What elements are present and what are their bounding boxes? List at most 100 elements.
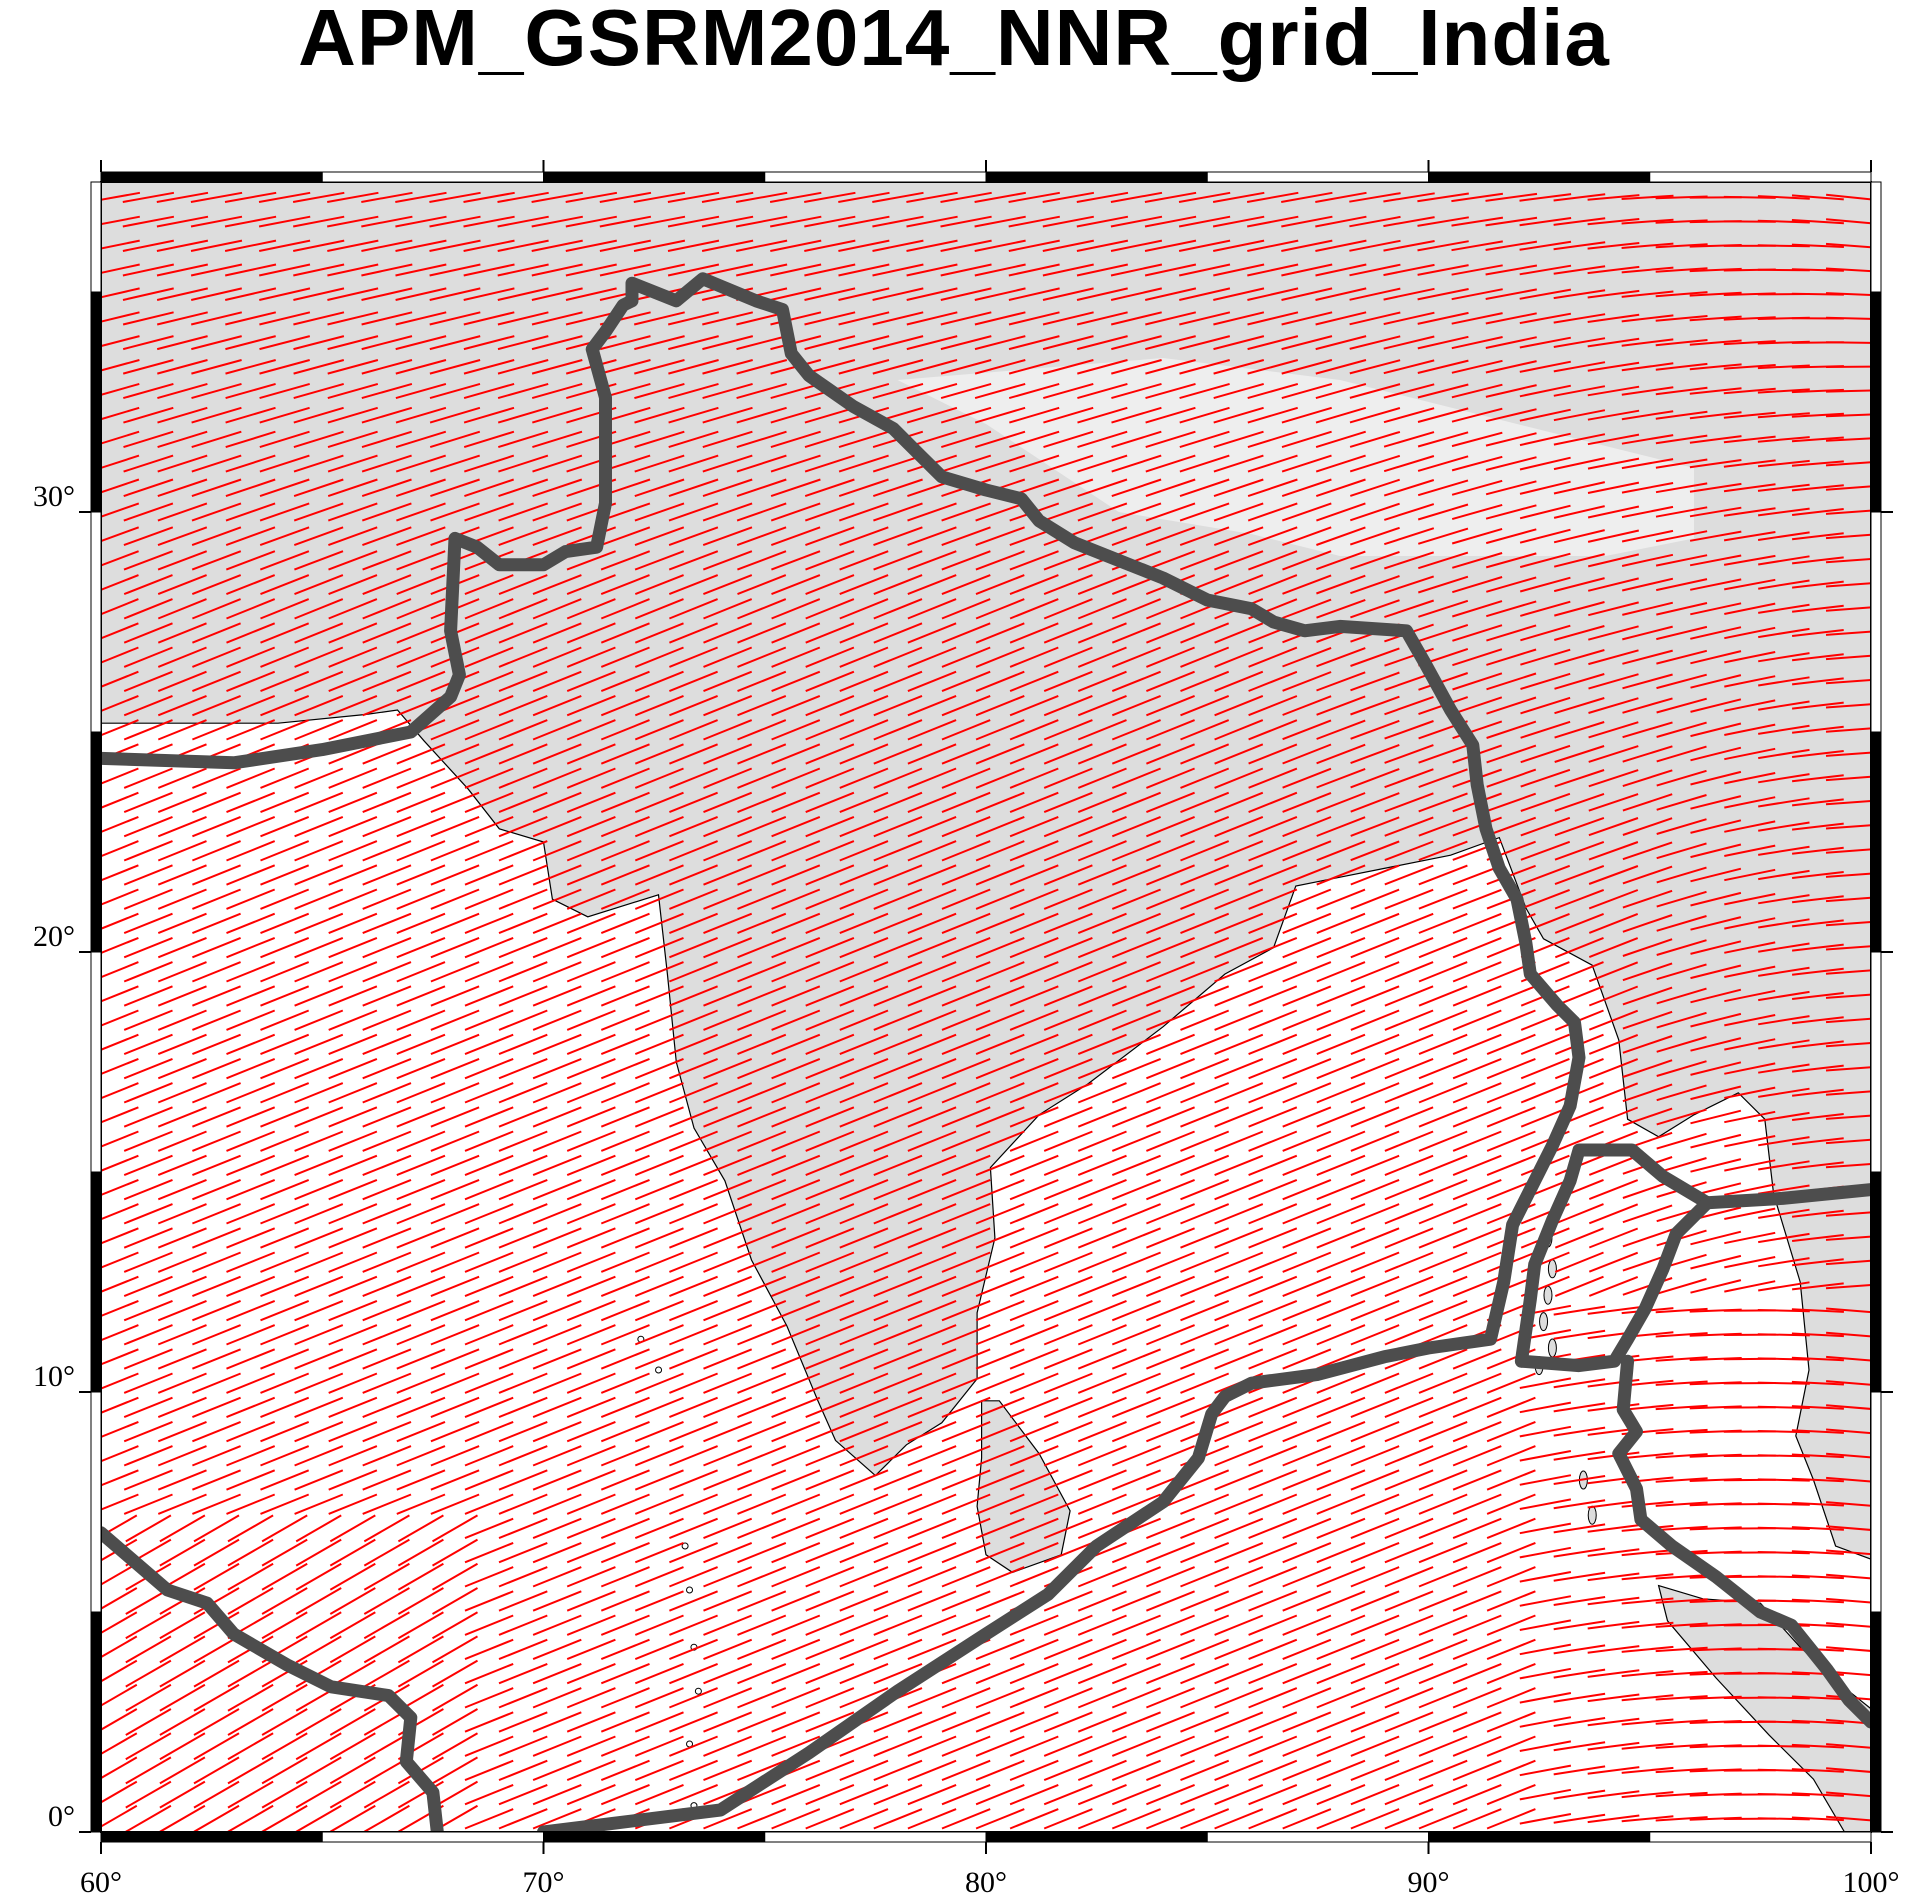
strain-axis <box>1111 1445 1161 1467</box>
strain-axis <box>702 430 753 449</box>
strain-axis <box>464 1566 514 1588</box>
strain-axis <box>805 1324 855 1346</box>
strain-axis <box>1384 1662 1434 1685</box>
strain-axis <box>1588 625 1639 641</box>
strain-axis <box>1214 694 1264 717</box>
strain-axis <box>634 406 685 424</box>
strain-axis <box>123 670 173 693</box>
strain-axis <box>873 1469 923 1491</box>
strain-axis <box>157 382 208 400</box>
strain-axis <box>1316 1662 1366 1685</box>
strain-axis <box>192 1082 241 1104</box>
strain-axis <box>532 622 582 644</box>
strain-axis <box>498 1299 548 1322</box>
strain-axis <box>396 936 446 959</box>
strain-axis <box>1350 1493 1400 1515</box>
strain-axis <box>1689 267 1742 273</box>
strain-axis <box>328 936 378 959</box>
island-andaman <box>1543 1285 1553 1305</box>
strain-axis <box>975 985 1025 1007</box>
strain-axis <box>1282 743 1332 765</box>
strain-axis <box>396 1057 446 1080</box>
strain-axis <box>1724 1159 1776 1172</box>
strain-axis <box>600 1711 650 1733</box>
strain-axis <box>1350 1469 1400 1491</box>
strain-axis <box>1383 192 1435 203</box>
strain-axis <box>191 335 242 351</box>
strain-axis <box>566 526 617 547</box>
strain-axis <box>1485 432 1537 447</box>
strain-axis <box>1110 287 1163 301</box>
strain-axis <box>1146 1711 1195 1733</box>
strain-axis <box>1622 962 1673 982</box>
strain-axis <box>907 1203 957 1225</box>
strain-axis <box>294 1009 344 1031</box>
strain-axis <box>669 598 718 620</box>
strain-axis <box>1452 600 1503 618</box>
strain-axis <box>1791 677 1844 686</box>
strain-axis <box>1384 1009 1434 1031</box>
strain-axis <box>1791 1282 1844 1291</box>
strain-axis <box>532 694 582 717</box>
strain-axis <box>123 1033 173 1056</box>
strain-axis <box>532 961 582 983</box>
strain-axis <box>975 1275 1025 1298</box>
strain-axis <box>975 1106 1025 1128</box>
strain-axis <box>1281 239 1333 252</box>
strain-axis <box>1588 1058 1639 1080</box>
strain-axis <box>907 1783 957 1806</box>
strain-axis <box>1350 671 1400 692</box>
strain-axis <box>532 1590 582 1612</box>
strain-axis <box>1214 912 1264 935</box>
strain-axis <box>157 359 208 375</box>
strain-axis <box>125 1683 172 1712</box>
strain-axis <box>101 478 140 494</box>
strain-axis <box>1316 1324 1366 1346</box>
strain-axis <box>975 1324 1025 1346</box>
strain-axis <box>260 622 310 644</box>
strain-axis <box>805 1299 855 1322</box>
strain-axis <box>1757 459 1810 468</box>
strain-axis <box>125 1804 172 1832</box>
strain-axis <box>192 598 241 620</box>
strain-axis <box>669 1759 718 1782</box>
strain-axis <box>941 526 991 547</box>
strain-axis <box>464 815 514 838</box>
strain-axis <box>600 574 650 596</box>
strain-axis <box>1111 430 1162 449</box>
strain-axis <box>975 1735 1025 1757</box>
strain-axis <box>260 815 310 838</box>
strain-axis <box>1690 626 1742 640</box>
strain-axis <box>907 1299 957 1322</box>
strain-axis <box>1418 1590 1468 1612</box>
strain-axis <box>1076 311 1128 326</box>
strain-axis <box>1655 1428 1708 1435</box>
strain-axis <box>1009 1396 1059 1419</box>
strain-axis <box>226 1203 276 1225</box>
strain-axis <box>872 239 924 252</box>
strain-axis <box>1282 1517 1332 1540</box>
strain-axis <box>839 985 889 1007</box>
strain-axis <box>1723 507 1776 517</box>
strain-axis <box>1180 888 1230 910</box>
strain-axis <box>975 1251 1025 1273</box>
strain-axis <box>1621 362 1674 372</box>
strain-axis <box>839 1178 889 1201</box>
strain-axis <box>1248 1614 1298 1636</box>
strain-axis <box>260 888 310 910</box>
strain-axis <box>873 888 923 910</box>
strain-axis <box>1281 382 1333 400</box>
strain-axis <box>1180 1324 1230 1346</box>
strain-axis <box>1248 1178 1298 1201</box>
strain-axis <box>532 1057 582 1080</box>
strain-axis <box>532 1324 582 1346</box>
strain-axis <box>1825 727 1871 733</box>
strain-axis <box>669 864 718 886</box>
strain-axis <box>771 1033 821 1056</box>
strain-axis <box>327 382 379 400</box>
strain-axis <box>363 1780 410 1809</box>
strain-axis <box>1009 1057 1059 1080</box>
strain-axis <box>1587 1524 1640 1533</box>
strain-axis <box>1043 670 1093 693</box>
strain-axis <box>975 1372 1025 1394</box>
